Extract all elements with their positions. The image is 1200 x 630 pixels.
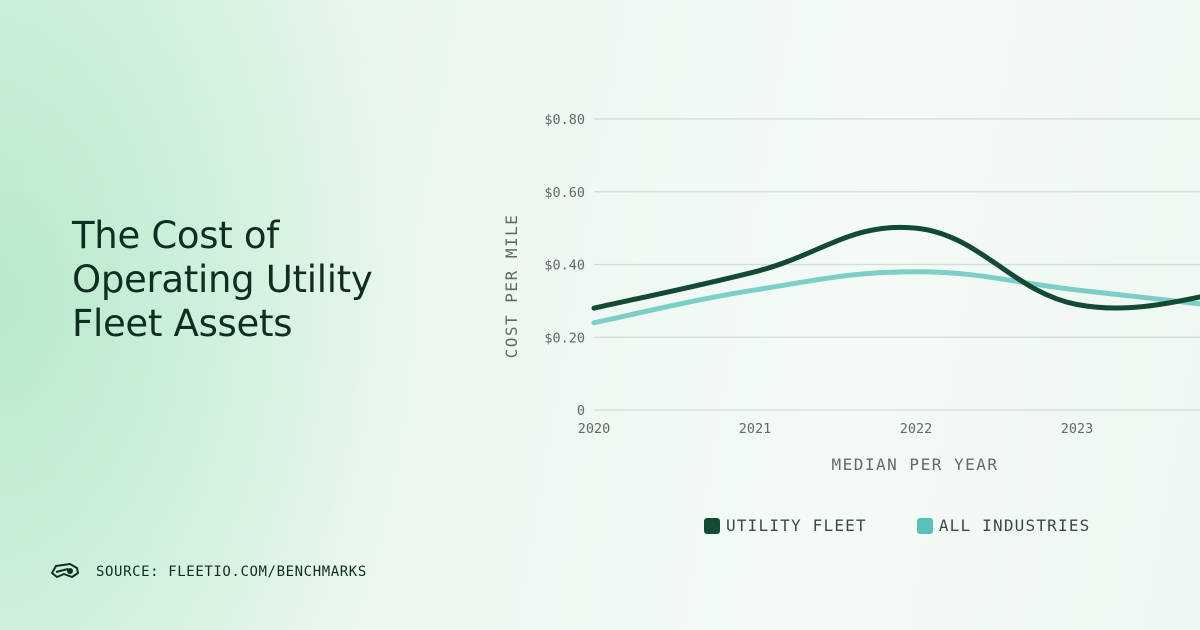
x-tick-label: 2021: [739, 421, 772, 437]
x-tick-label: 2020: [578, 421, 611, 437]
x-tick-label: 2022: [900, 421, 933, 437]
fleetio-vehicle-logo-icon: [50, 561, 80, 583]
legend-label: UTILITY FLEET: [726, 516, 867, 535]
y-tick-label: $0.80: [544, 112, 585, 128]
grid-lines: [594, 118, 1200, 411]
title-line: The Cost of: [72, 214, 279, 257]
legend-swatch-all-industries: [916, 517, 933, 534]
x-tick-label: 2023: [1061, 421, 1094, 437]
title-line: Operating Utility: [72, 258, 373, 301]
legend-swatch-utility-fleet: [704, 517, 720, 534]
y-tick-labels: 0 $0.20 $0.40 $0.60 $0.80: [544, 112, 585, 419]
series-lines: [591, 224, 1200, 326]
legend-label: ALL INDUSTRIES: [938, 516, 1091, 535]
y-tick-label: $0.40: [544, 258, 585, 274]
x-tick-labels: 2020 2021 2022 2023: [578, 421, 1094, 437]
source-attribution: SOURCE: FLEETIO.COM/BENCHMARKS: [50, 562, 367, 582]
series-line-utility-fleet: [591, 224, 1200, 311]
title-line: Fleet Assets: [72, 302, 293, 345]
chart-title: The Cost of Operating Utility Fleet Asse…: [72, 214, 452, 346]
y-tick-label: 0: [577, 403, 585, 419]
source-text: SOURCE: FLEETIO.COM/BENCHMARKS: [96, 564, 367, 580]
x-axis-label: MEDIAN PER YEAR: [832, 455, 999, 474]
series-line-all-industries: [591, 269, 1200, 326]
y-tick-label: $0.60: [544, 185, 585, 201]
y-tick-label: $0.20: [544, 330, 585, 346]
legend-item-all-industries: ALL INDUSTRIES: [916, 516, 1091, 535]
y-axis-label: COST PER MILE: [502, 214, 521, 359]
legend-item-utility-fleet: UTILITY FLEET: [704, 516, 867, 535]
chart-legend: UTILITY FLEET ALL INDUSTRIES: [704, 516, 1091, 535]
